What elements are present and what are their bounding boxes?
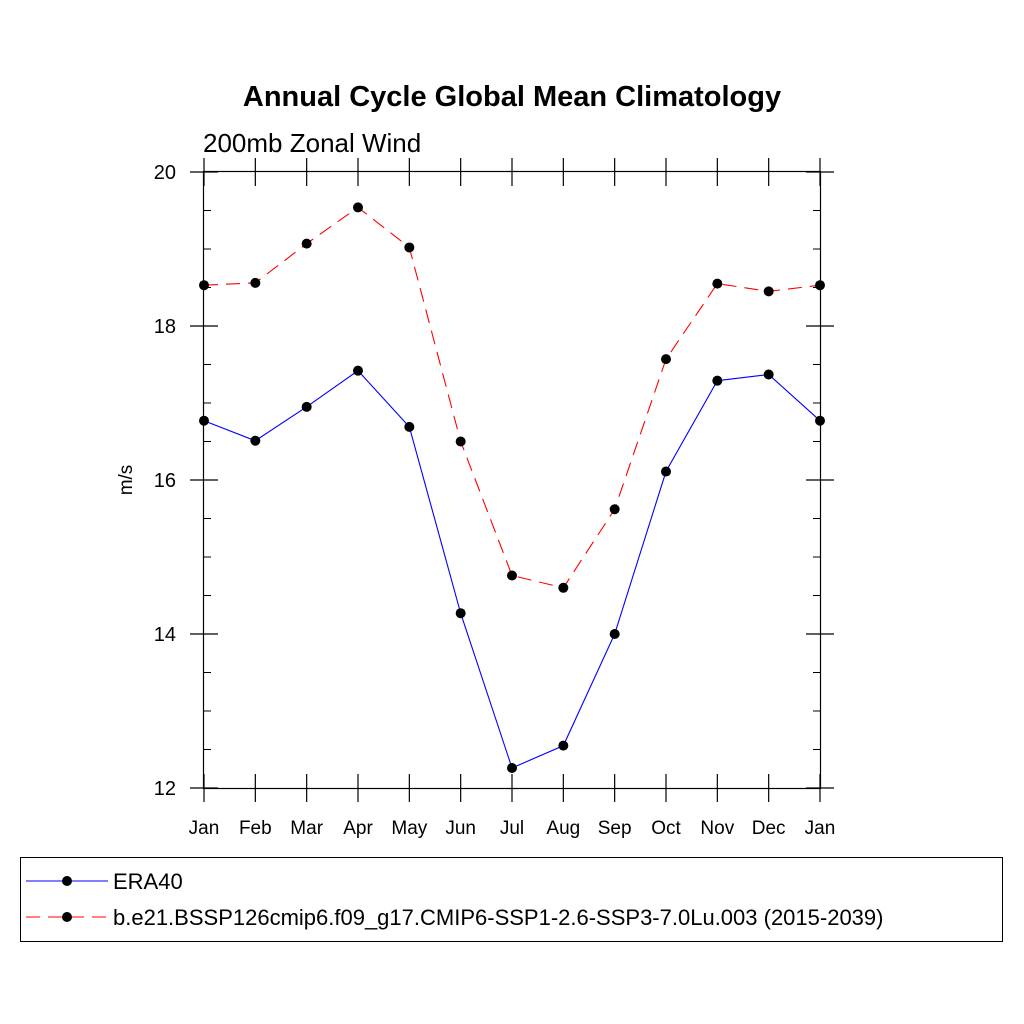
data-point — [712, 278, 723, 289]
series-layer — [199, 202, 825, 773]
data-point — [301, 401, 312, 412]
data-point — [301, 238, 312, 249]
legend-item-1: ERA40 — [26, 869, 183, 894]
x-tick-label: Jul — [500, 818, 524, 839]
data-point — [507, 762, 517, 773]
data-point — [250, 277, 261, 288]
legend-items: ERA40 b.e21.BSSP126cmip6.f09_g17.CMIP6-SS… — [26, 869, 883, 930]
data-point — [661, 466, 671, 477]
x-tick-label: Apr — [343, 818, 373, 839]
data-point — [661, 354, 671, 365]
data-point — [763, 286, 774, 297]
x-tick-label: Jan — [189, 818, 220, 839]
legend-label: b.e21.BSSP126cmip6.f09_g17.CMIP6-SSP1-2.… — [113, 905, 883, 930]
legend-swatch-marker — [62, 912, 72, 922]
y-tick-label: 12 — [154, 778, 176, 800]
y-tick-label: 14 — [154, 624, 176, 646]
x-tick-label: Mar — [290, 818, 323, 839]
x-tick-labels: Jan Feb Mar Apr May Jun Jul Aug Sep Oct Nov Dec Jan — [189, 818, 836, 839]
data-point — [712, 375, 723, 386]
legend-item-2: b.e21.BSSP126cmip6.f09_g17.CMIP6-SSP1-2.… — [26, 905, 883, 930]
x-tick-label: Feb — [239, 818, 272, 839]
y-tick-label: 16 — [154, 470, 176, 492]
data-point — [507, 570, 517, 581]
data-point — [353, 365, 363, 376]
data-point — [609, 629, 620, 639]
data-point — [455, 436, 466, 447]
x-tick-label: Aug — [546, 818, 580, 839]
x-tick-label: Jan — [805, 818, 836, 839]
x-tick-label: Dec — [752, 818, 786, 839]
chart-title: Annual Cycle Global Mean Climatology — [243, 81, 781, 113]
x-tick-label: Jun — [445, 818, 476, 839]
legend: ERA40 b.e21.BSSP126cmip6.f09_g17.CMIP6-SS… — [20, 857, 1003, 942]
legend-label: ERA40 — [113, 869, 183, 894]
x-tick-label: Sep — [598, 818, 632, 839]
data-point — [353, 202, 363, 213]
data-point — [404, 242, 415, 253]
legend-swatch-marker — [62, 876, 72, 886]
data-point — [558, 582, 569, 593]
data-point — [609, 504, 620, 515]
legend-box — [20, 857, 1003, 942]
y-axis-label: m/s — [116, 465, 137, 496]
data-point — [558, 740, 569, 751]
data-point — [763, 369, 774, 380]
x-tick-label: Nov — [700, 818, 734, 839]
chart-subtitle: 200mb Zonal Wind — [203, 128, 421, 158]
y-tick-label: 18 — [154, 316, 176, 338]
y-tick-labels: 12 14 16 18 20 — [154, 162, 176, 800]
x-tick-label: Oct — [651, 818, 681, 839]
series-2 — [199, 202, 825, 593]
y-tick-label: 20 — [154, 162, 176, 184]
data-point — [250, 435, 261, 446]
x-tick-label: May — [391, 818, 427, 839]
data-point — [404, 421, 415, 432]
plot-frame — [202, 170, 822, 790]
data-point — [455, 608, 466, 619]
